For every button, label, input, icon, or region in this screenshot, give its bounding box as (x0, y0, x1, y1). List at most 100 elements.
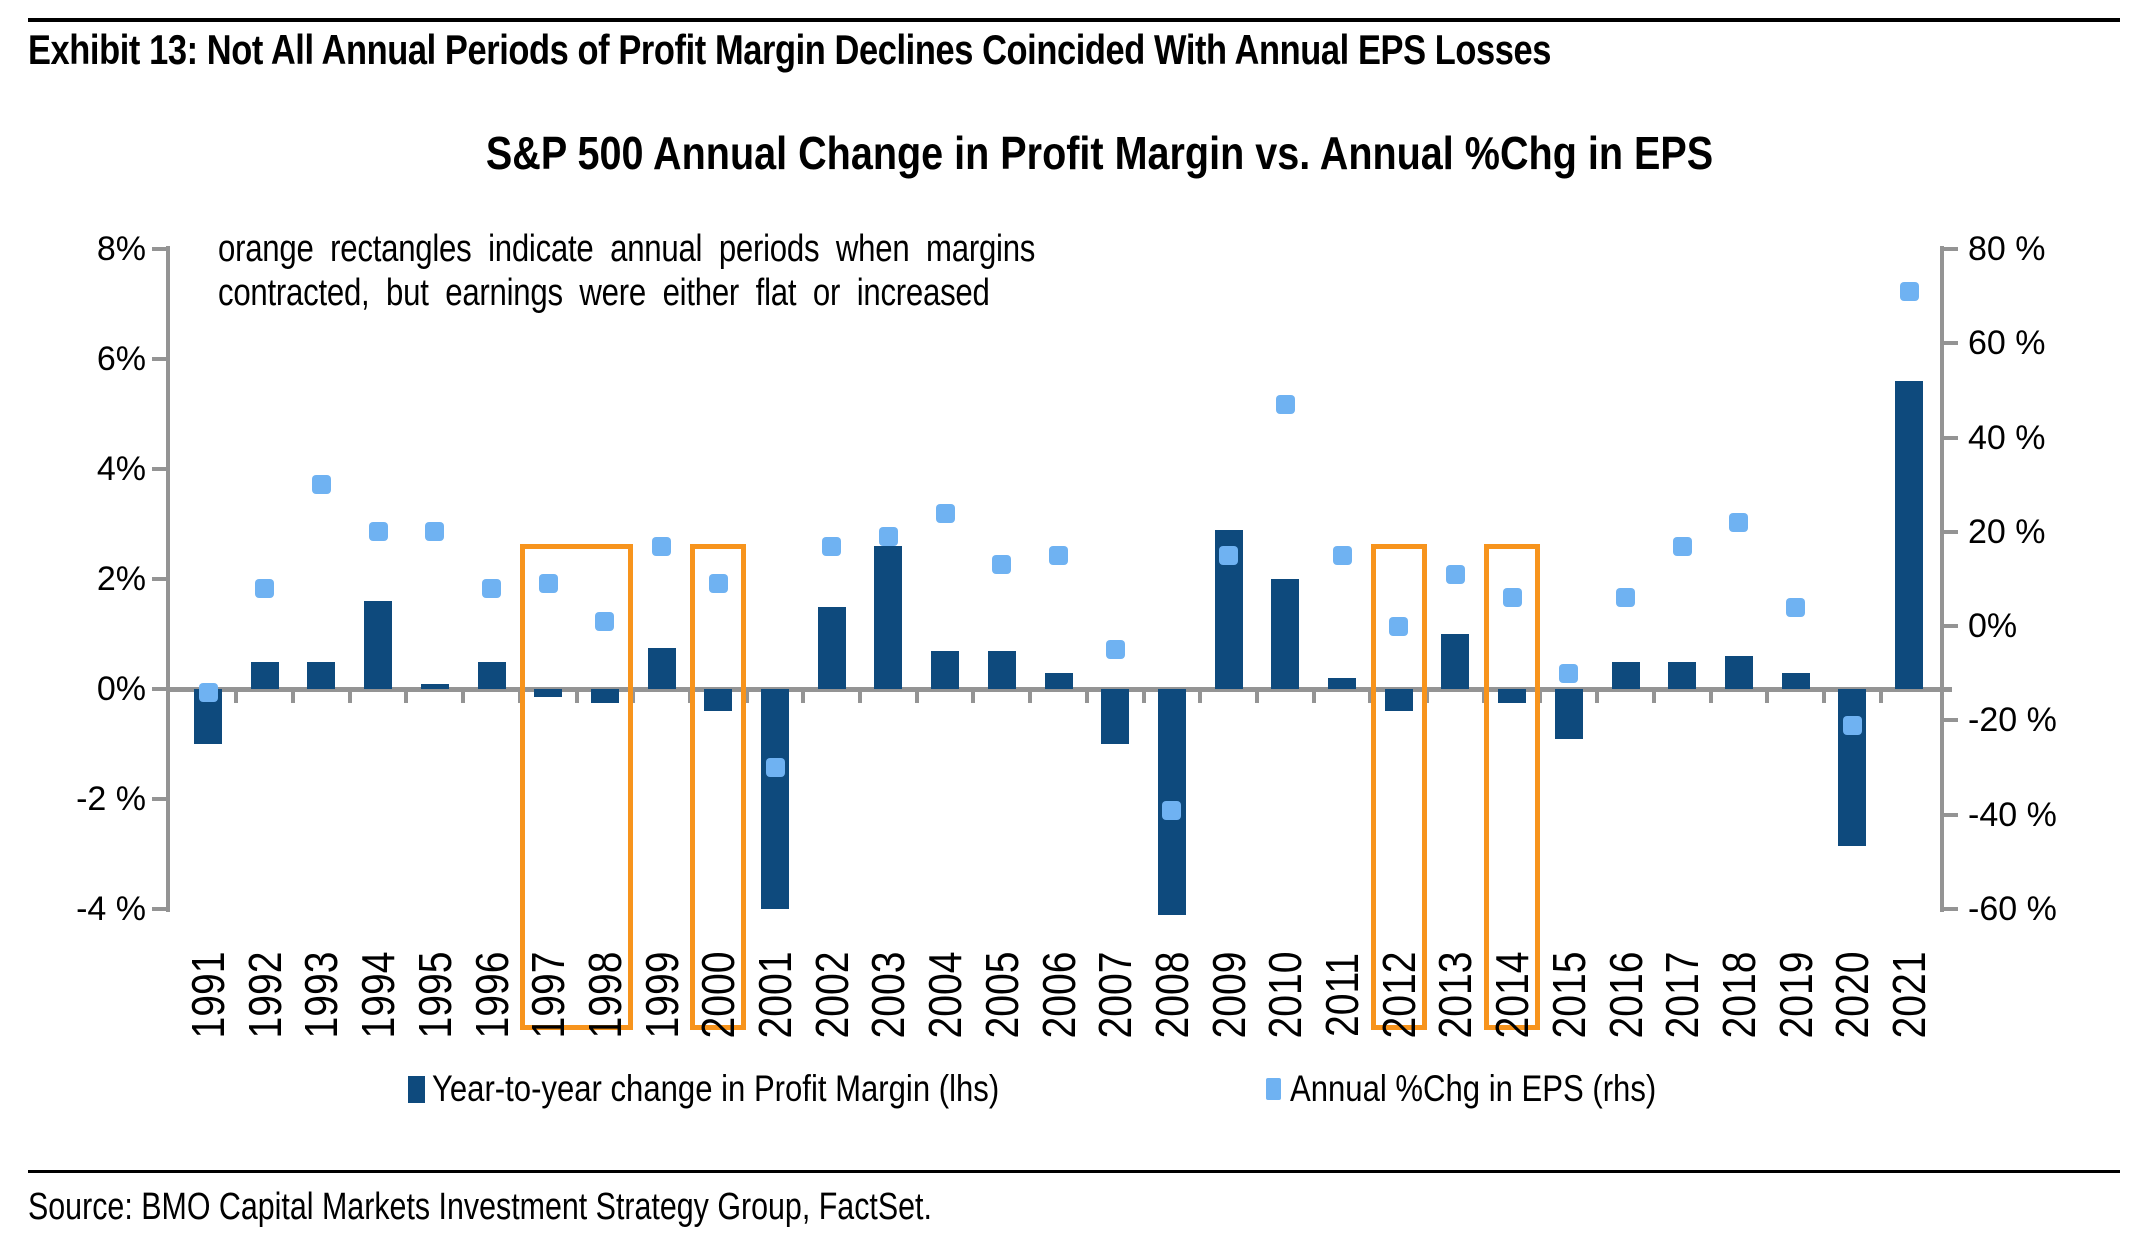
bar-2000 (704, 689, 733, 711)
x-axis-tick (1765, 689, 1770, 703)
right-axis-tick (1944, 624, 1958, 629)
left-axis-tick (152, 687, 170, 691)
left-axis-tick-label: 6% (96, 340, 146, 378)
eps-square-2001 (765, 758, 785, 778)
x-axis-tick (461, 689, 466, 703)
year-label-1991: 1991 (182, 951, 234, 1039)
left-axis-tick (152, 907, 170, 911)
left-axis-tick-label: 8% (96, 230, 146, 268)
x-axis-tick (517, 689, 522, 703)
bar-1994 (364, 601, 393, 689)
bar-2011 (1328, 678, 1356, 689)
eps-square-2016 (1616, 588, 1635, 608)
year-label-1997: 1997 (522, 951, 575, 1039)
right-axis-tick-label: 60 % (1968, 324, 2046, 363)
annotation-line-1: orange rectangles indicate annual period… (218, 228, 1215, 271)
right-axis-tick (1944, 812, 1958, 817)
right-axis-tick (1944, 529, 1958, 534)
eps-square-2011 (1332, 545, 1352, 565)
bar-2004 (931, 650, 960, 689)
right-axis-tick-label: -60 % (1968, 890, 2057, 928)
bar-2001 (761, 689, 789, 909)
eps-square-2007 (1105, 640, 1125, 660)
highlight-rect-2012 (1370, 544, 1427, 1030)
x-axis-tick (1141, 689, 1146, 703)
right-axis-tick (1944, 718, 1958, 723)
bar-2010 (1271, 579, 1300, 689)
eps-square-1992 (255, 578, 275, 598)
bar-2019 (1781, 672, 1810, 689)
year-label-2017: 2017 (1656, 951, 1709, 1039)
left-axis-tick-label: 4% (96, 450, 146, 488)
eps-square-2008 (1162, 800, 1182, 820)
x-axis-tick (234, 689, 239, 703)
eps-square-1998 (595, 611, 615, 631)
x-axis-tick (1028, 689, 1033, 703)
legend-item-profit-margin: Year-to-year change in Profit Margin (lh… (408, 1066, 1107, 1112)
eps-square-2013 (1445, 564, 1465, 584)
eps-square-2014 (1502, 588, 1522, 608)
year-label-2018: 2018 (1712, 951, 1765, 1039)
bar-2016 (1611, 661, 1640, 689)
left-axis-tick (152, 247, 170, 251)
right-axis-tick (1944, 907, 1958, 911)
year-label-2001: 2001 (749, 951, 801, 1039)
year-label-1996: 1996 (465, 951, 518, 1039)
year-label-2004: 2004 (919, 951, 972, 1039)
bar-1999 (647, 647, 676, 689)
year-label-2020: 2020 (1826, 951, 1879, 1039)
x-axis-tick (1368, 689, 1373, 703)
x-axis-tick (291, 689, 296, 703)
bar-2014 (1498, 689, 1527, 703)
eps-square-2004 (935, 503, 955, 523)
eps-square-2010 (1275, 395, 1295, 415)
bar-1995 (420, 683, 449, 689)
x-axis-tick (1425, 689, 1430, 703)
legend-marker-profit-margin (408, 1075, 425, 1103)
year-label-1992: 1992 (238, 951, 291, 1039)
chart-title: S&P 500 Annual Change in Profit Margin v… (0, 126, 2144, 180)
eps-square-2006 (1049, 545, 1068, 565)
left-axis-tick (152, 797, 170, 801)
right-axis-tick (1944, 247, 1958, 251)
x-axis-tick (858, 689, 863, 703)
annotation-line-1-text: orange rectangles indicate annual period… (218, 228, 1036, 270)
year-label-2013: 2013 (1429, 951, 1482, 1039)
year-label-2003: 2003 (862, 951, 915, 1039)
x-axis-tick (1198, 689, 1203, 703)
bar-2012 (1384, 689, 1413, 711)
eps-square-1991 (198, 682, 218, 702)
right-axis-tick-label: -40 % (1968, 795, 2057, 834)
year-label-1994: 1994 (352, 951, 405, 1039)
year-label-2010: 2010 (1259, 951, 1312, 1039)
annotation-line-2: contracted, but earnings were either fla… (218, 272, 1159, 315)
right-axis-tick-label: -20 % (1968, 701, 2057, 740)
year-label-2014: 2014 (1486, 951, 1539, 1039)
left-axis-tick-label: 2% (96, 560, 146, 598)
bottom-rule (28, 1170, 2120, 1173)
bar-1993 (307, 661, 336, 689)
chart-title-text: S&P 500 Annual Change in Profit Margin v… (486, 127, 1714, 179)
x-axis-tick (744, 689, 749, 703)
x-axis-tick (1538, 689, 1543, 703)
year-label-2008: 2008 (1145, 951, 1198, 1039)
year-label-1995: 1995 (408, 951, 461, 1039)
x-axis-tick (1651, 689, 1656, 703)
year-label-2021: 2021 (1883, 951, 1935, 1039)
x-axis-tick (971, 689, 976, 703)
x-axis-tick (1084, 689, 1089, 703)
legend-marker-eps (1266, 1078, 1281, 1100)
year-label-1999: 1999 (635, 951, 688, 1039)
right-axis-tick (1944, 435, 1958, 440)
eps-square-2002 (822, 536, 842, 556)
bar-2020 (1838, 689, 1867, 846)
highlight-rect-2014 (1484, 544, 1541, 1030)
eps-square-2018 (1729, 512, 1749, 532)
eps-square-2015 (1559, 663, 1579, 683)
x-axis-tick (404, 689, 409, 703)
right-axis-tick-label: 80 % (1968, 230, 2046, 268)
left-axis-tick-label: 0% (96, 670, 146, 708)
legend-label-profit-margin: Year-to-year change in Profit Margin (lh… (432, 1068, 1000, 1109)
left-axis-tick-label: -4 % (76, 890, 146, 928)
source-text: Source: BMO Capital Markets Investment S… (28, 1186, 932, 1228)
